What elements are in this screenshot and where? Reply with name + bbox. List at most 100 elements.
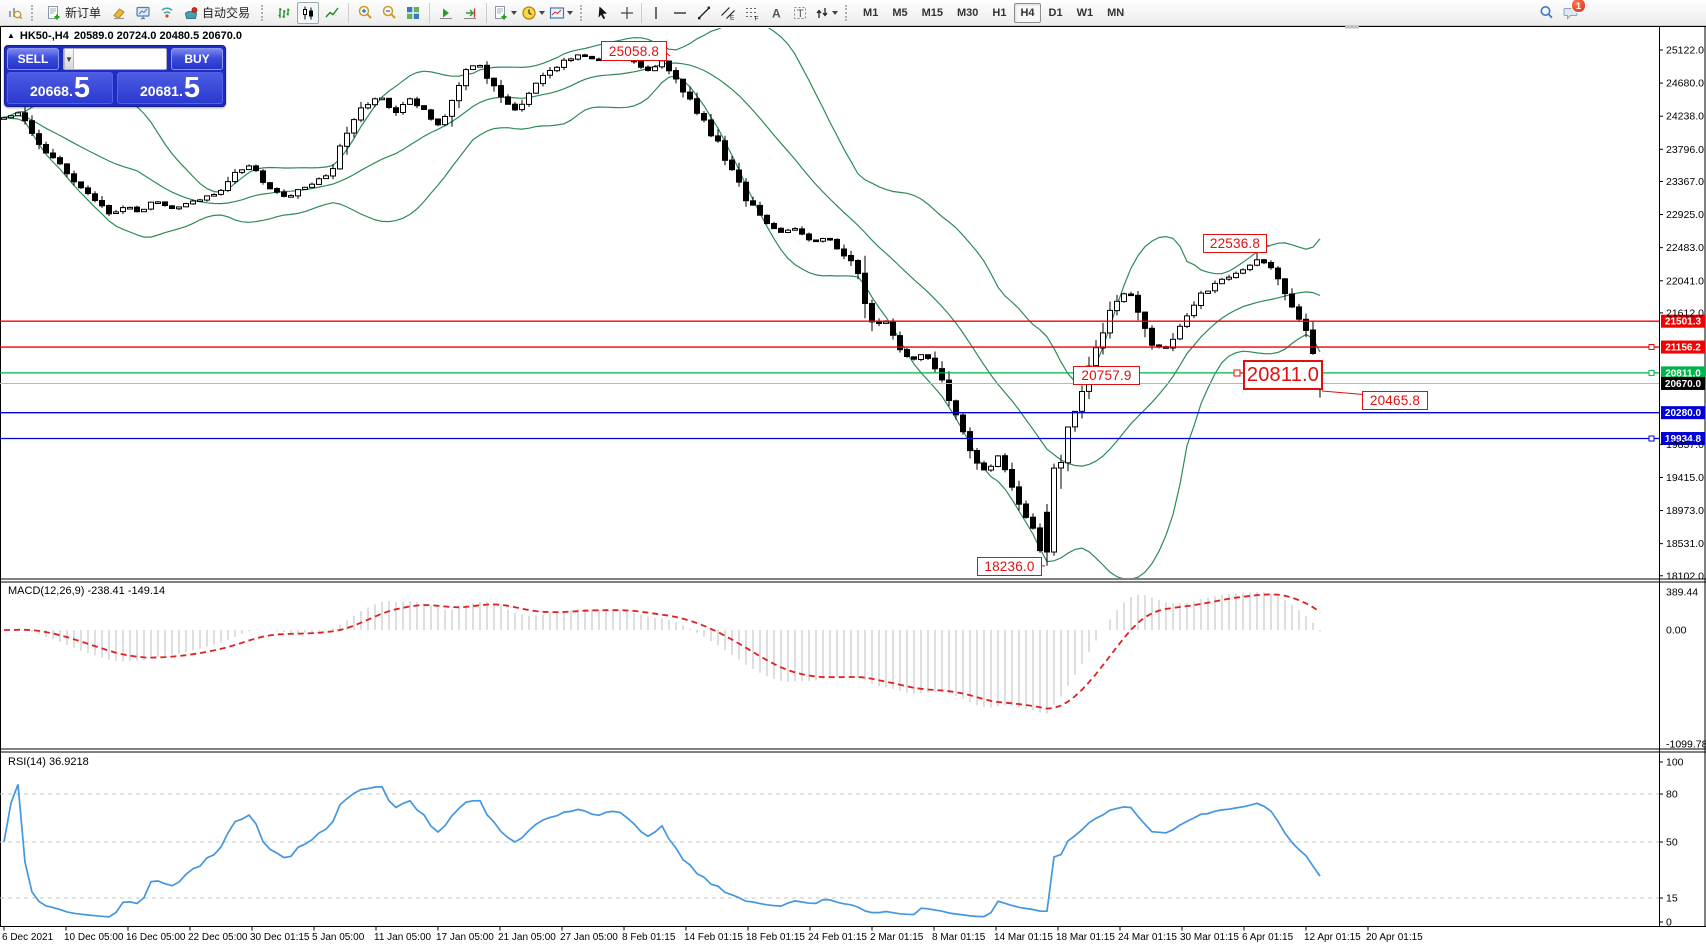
toolbar-grip <box>845 4 851 21</box>
svg-text:24 Mar 01:15: 24 Mar 01:15 <box>1118 932 1177 943</box>
price-badge <box>1661 366 1705 380</box>
text-icon[interactable]: A <box>765 2 787 24</box>
chevron-down-icon <box>539 10 546 15</box>
text-label-icon[interactable]: T <box>789 2 811 24</box>
zoom-out-icon[interactable] <box>378 2 400 24</box>
bar-chart-icon[interactable] <box>273 2 295 24</box>
new-order-icon <box>48 5 60 19</box>
buy-button[interactable]: BUY <box>171 48 223 70</box>
autotrading-button[interactable]: 自动交易 <box>180 2 255 24</box>
price-annotation[interactable]: 20811.0 <box>1243 360 1323 390</box>
svg-text:24 Feb 01:15: 24 Feb 01:15 <box>808 932 867 943</box>
svg-text:30 Mar 01:15: 30 Mar 01:15 <box>1180 932 1239 943</box>
tf-m5-button[interactable]: M5 <box>892 6 908 19</box>
svg-text:50: 50 <box>1666 837 1678 849</box>
macd-signal-line <box>4 593 1321 710</box>
sell-price: 20668. <box>30 83 73 99</box>
chart-search-icon[interactable] <box>3 2 25 24</box>
svg-text:100: 100 <box>1666 757 1684 769</box>
toolbar-right-group: 1 <box>1534 0 1586 24</box>
svg-text:A: A <box>772 6 781 20</box>
tf-m15-button[interactable]: M15 <box>921 6 943 19</box>
tile-windows-icon[interactable] <box>402 2 424 24</box>
tf-m30-button[interactable]: M30 <box>957 6 979 19</box>
tf-w1-button[interactable]: W1 <box>1076 6 1094 19</box>
tf-h1-button[interactable]: H1 <box>992 6 1007 19</box>
tf-mn-button[interactable]: MN <box>1107 6 1125 19</box>
trade-panel-prices: 20668. 5 20681. 5 <box>7 72 223 104</box>
svg-text:25122.0: 25122.0 <box>1666 45 1704 57</box>
svg-text:19857.0: 19857.0 <box>1666 439 1704 451</box>
collapse-trade-panel-icon[interactable]: ▲ <box>7 30 15 40</box>
chart-symbol-info: ▲ HK50-,H4 20589.0 20724.0 20480.5 20670… <box>7 30 242 42</box>
period-clock-button[interactable] <box>520 2 546 24</box>
svg-text:24680.0: 24680.0 <box>1666 78 1704 90</box>
new-order-button[interactable]: 新订单 <box>43 2 106 24</box>
chart-properties-button[interactable] <box>548 2 574 24</box>
svg-text:22041.0: 22041.0 <box>1666 275 1704 287</box>
svg-text:6 Apr 01:15: 6 Apr 01:15 <box>1242 932 1294 943</box>
autotrading-label: 自动交易 <box>202 6 251 20</box>
buy-price-button[interactable]: 20681. 5 <box>117 72 223 104</box>
trendline-icon[interactable] <box>693 2 715 24</box>
auto-scroll-icon[interactable] <box>435 2 457 24</box>
price-badge <box>1661 376 1705 390</box>
cursor-icon[interactable] <box>592 2 614 24</box>
line-handle[interactable] <box>1648 435 1655 442</box>
tf-d1-button[interactable]: D1 <box>1048 6 1063 19</box>
svg-text:30 Dec 01:15: 30 Dec 01:15 <box>250 932 310 943</box>
toolbar-separator <box>429 2 431 23</box>
price-annotation[interactable]: 25058.8 <box>601 41 667 61</box>
svg-text:18 Mar 01:15: 18 Mar 01:15 <box>1056 932 1115 943</box>
history-eraser-icon[interactable] <box>108 2 130 24</box>
price-badge <box>1661 432 1705 446</box>
vertical-line-icon[interactable] <box>645 2 667 24</box>
svg-text:18973.0: 18973.0 <box>1666 505 1704 517</box>
candlestick-chart-icon[interactable] <box>297 1 320 24</box>
svg-text:2 Mar 01:15: 2 Mar 01:15 <box>870 932 924 943</box>
signals-icon[interactable] <box>156 2 178 24</box>
price-annotation[interactable]: 20757.9 <box>1073 366 1140 385</box>
price-annotation[interactable]: 20465.8 <box>1362 391 1428 410</box>
tf-m1-button[interactable]: M1 <box>863 6 879 19</box>
annotation-handle[interactable] <box>1233 369 1241 377</box>
toolbar-group-scroll <box>432 1 484 25</box>
price-badge <box>1661 340 1705 354</box>
buy-price-fraction: 5 <box>183 72 200 104</box>
toolbar-group-charttype <box>270 1 346 25</box>
equidistant-channel-icon[interactable]: E <box>717 2 739 24</box>
fibonacci-icon[interactable]: F <box>741 2 763 24</box>
volume-input[interactable] <box>73 49 166 69</box>
sell-button[interactable]: SELL <box>7 48 59 70</box>
line-handle[interactable] <box>1648 369 1655 376</box>
volume-decrease-button[interactable]: ▼ <box>64 49 74 69</box>
crosshair-icon[interactable] <box>616 2 638 24</box>
arrows-tool-button[interactable] <box>813 2 839 24</box>
candles-layer <box>1 52 1323 566</box>
chevron-down-icon <box>832 10 839 15</box>
line-handle[interactable] <box>1648 344 1655 351</box>
svg-text:8 Feb 01:15: 8 Feb 01:15 <box>622 932 676 943</box>
search-icon[interactable] <box>1535 1 1557 23</box>
price-annotation[interactable]: 22536.8 <box>1203 234 1267 253</box>
price-badge <box>1661 406 1705 420</box>
toolbar-grip <box>31 4 37 21</box>
zoom-in-icon[interactable] <box>354 2 376 24</box>
toolbar-group-objects: E F A T <box>589 1 842 25</box>
price-annotation[interactable]: 18236.0 <box>977 557 1042 576</box>
toolbar-separator <box>486 2 488 23</box>
horizontal-line-icon[interactable] <box>669 2 691 24</box>
chat-button[interactable]: 1 <box>1559 0 1586 23</box>
market-watch-icon[interactable] <box>132 2 154 24</box>
svg-text:11 Jan 05:00: 11 Jan 05:00 <box>374 932 432 943</box>
chat-unread-badge: 1 <box>1571 0 1586 13</box>
line-chart-icon[interactable] <box>321 2 343 24</box>
svg-text:22 Dec 05:00: 22 Dec 05:00 <box>188 932 248 943</box>
svg-text:16 Dec 05:00: 16 Dec 05:00 <box>126 932 186 943</box>
tf-h4-button[interactable]: H4 <box>1014 2 1041 23</box>
add-indicator-button[interactable] <box>492 2 518 24</box>
sell-price-button[interactable]: 20668. 5 <box>7 72 113 104</box>
svg-text:22483.0: 22483.0 <box>1666 242 1704 254</box>
chart-shift-icon[interactable] <box>459 2 481 24</box>
